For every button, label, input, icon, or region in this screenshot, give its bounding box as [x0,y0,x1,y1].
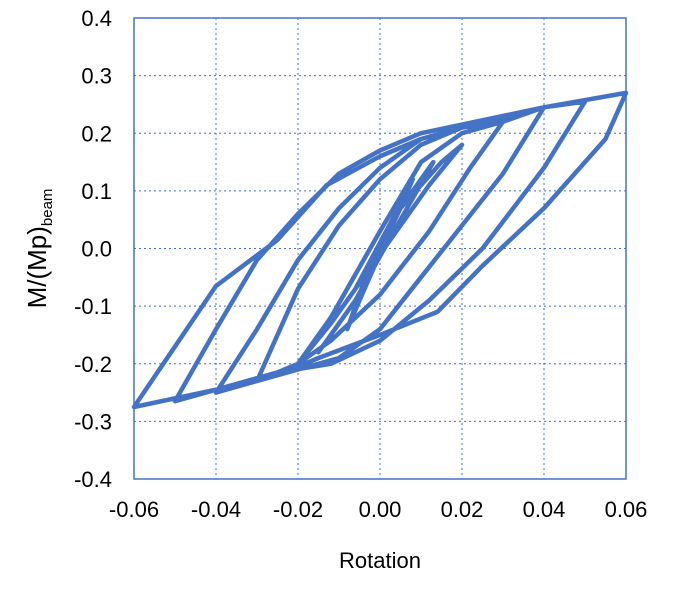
x-tick-label: -0.06 [109,497,159,522]
y-axis-title: M/(Mp)beam [22,189,56,309]
y-axis-title-subscript: beam [39,189,56,227]
plot-area-frame [133,17,627,480]
x-tick-label: -0.04 [191,497,241,522]
grid-lines [134,18,626,479]
y-tick-label: -0.1 [74,294,112,319]
x-tick-label: 0.00 [359,497,402,522]
y-axis-title-main: M/(Mp) [22,226,52,308]
x-tick-label: -0.02 [273,497,323,522]
y-tick-label: 0.4 [81,6,112,31]
x-axis-title: Rotation [339,548,421,573]
y-tick-label: 0.2 [81,121,112,146]
y-tick-label: -0.3 [74,409,112,434]
y-tick-label: 0.1 [81,179,112,204]
y-tick-label: -0.4 [74,467,112,492]
y-tick-label: 0.0 [81,237,112,262]
x-tick-label: 0.06 [605,497,648,522]
x-tick-label: 0.02 [441,497,484,522]
hysteresis-series-line-0 [131,90,629,410]
y-tick-label: 0.3 [81,64,112,89]
x-tick-labels: -0.06 -0.04 -0.02 0.00 0.02 0.04 0.06 [109,497,647,522]
series-layer [131,90,629,410]
y-tick-labels: 0.4 0.3 0.2 0.1 0.0 -0.1 -0.2 -0.3 -0.4 [74,6,112,492]
x-tick-label: 0.04 [523,497,566,522]
y-tick-label: -0.2 [74,352,112,377]
